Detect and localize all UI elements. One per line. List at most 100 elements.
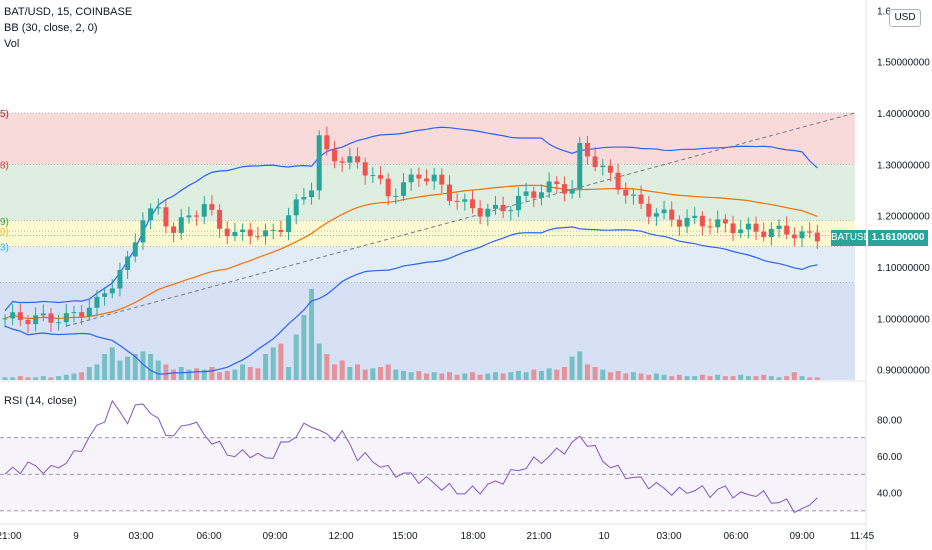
volume-bar	[546, 368, 552, 380]
volume-bar	[132, 354, 138, 380]
candle-body	[692, 215, 698, 218]
candle-body	[286, 215, 292, 233]
candle-body	[247, 229, 253, 237]
volume-bar	[753, 376, 759, 380]
volume-bar	[263, 354, 269, 380]
rsi-tick-label: 60.00	[877, 452, 902, 463]
price-tick-label: 1.00000000	[877, 314, 930, 325]
candle-body	[132, 242, 138, 257]
volume-bar	[109, 347, 115, 380]
symbol-title[interactable]: BAT/USD, 15, COINBASE	[4, 6, 133, 18]
volume-bar	[761, 374, 767, 380]
volume-bar	[531, 369, 537, 380]
volume-bar	[10, 377, 16, 380]
volume-bar	[592, 367, 598, 380]
fib-level-label: 9)	[0, 217, 9, 228]
candle-body	[255, 236, 261, 238]
volume-bar	[623, 373, 629, 380]
candle-body	[492, 204, 498, 209]
candle-body	[538, 192, 544, 198]
candle-body	[454, 200, 460, 202]
candle-body	[71, 312, 77, 314]
candle-body	[293, 199, 299, 216]
volume-bar	[492, 372, 498, 380]
candle-body	[401, 182, 407, 196]
candle-body	[155, 207, 161, 209]
candle-body	[178, 217, 184, 233]
candle-body	[270, 229, 276, 231]
volume-bar	[79, 372, 85, 380]
volume-bar	[500, 373, 506, 380]
volume-bar	[615, 370, 621, 380]
candle-body	[378, 175, 384, 179]
volume-bar	[194, 368, 200, 380]
volume-bar	[40, 376, 46, 380]
volume-bar	[94, 364, 100, 380]
candle-body	[607, 165, 613, 173]
candle-body	[56, 322, 62, 324]
volume-bar	[454, 374, 460, 380]
time-tick-label: 18:00	[460, 531, 485, 542]
volume-bar	[630, 372, 636, 380]
volume-bar	[293, 334, 299, 380]
volume-bar	[270, 347, 276, 380]
volume-bar	[791, 372, 797, 380]
candle-body	[370, 175, 376, 177]
symbol-price-tag: BATUSD	[831, 230, 871, 246]
rsi-tick-label: 40.00	[877, 489, 902, 500]
volume-bar	[416, 370, 422, 380]
volume-bar	[209, 367, 215, 380]
candle-body	[79, 312, 85, 317]
volume-bar	[692, 376, 698, 380]
volume-bar	[332, 364, 338, 380]
price-tick-label: 1.30000000	[877, 160, 930, 171]
volume-bar	[577, 351, 583, 380]
candle-body	[362, 162, 368, 176]
candle-body	[63, 313, 69, 323]
candle-body	[753, 223, 759, 232]
candle-body	[569, 189, 575, 194]
candle-body	[577, 142, 583, 190]
candle-body	[2, 318, 8, 320]
rsi-indicator-label[interactable]: RSI (14, close)	[4, 395, 77, 407]
candle-body	[194, 215, 200, 217]
candle-body	[10, 312, 16, 319]
volume-bar	[768, 376, 774, 380]
candle-body	[148, 208, 154, 221]
fib-level-label: 8)	[0, 160, 9, 171]
candle-body	[699, 215, 705, 227]
volume-bar	[301, 315, 307, 380]
volume-bar	[33, 377, 39, 380]
volume-bar	[201, 369, 207, 380]
volume-bar	[347, 367, 353, 380]
fib-level-label: 5)	[0, 109, 9, 120]
last-price-tag: 1.16100000	[868, 230, 928, 246]
volume-indicator-label[interactable]: Vol	[4, 38, 20, 50]
candle-body	[355, 156, 361, 163]
volume-bar	[401, 370, 407, 380]
bb-indicator-label[interactable]: BB (30, close, 2, 0)	[4, 22, 98, 34]
volume-bar	[240, 364, 246, 380]
candle-body	[799, 231, 805, 239]
volume-bar	[362, 369, 368, 380]
currency-unit-badge[interactable]: USD	[889, 9, 921, 27]
volume-bar	[140, 351, 146, 380]
volume-bar	[255, 368, 261, 380]
candle-body	[469, 199, 475, 209]
volume-bar	[148, 354, 154, 380]
time-tick-label: 06:00	[723, 531, 748, 542]
time-tick-label: 03:00	[656, 531, 681, 542]
candle-body	[385, 178, 391, 197]
volume-bar	[316, 343, 322, 380]
volume-bar	[446, 372, 452, 380]
rsi-tick-label: 80.00	[877, 415, 902, 426]
time-tick-label: 15:00	[392, 531, 417, 542]
candle-body	[722, 219, 728, 224]
candle-body	[339, 161, 345, 163]
candle-body	[109, 288, 115, 294]
candle-body	[623, 189, 629, 196]
candle-body	[784, 225, 790, 235]
volume-bar	[722, 376, 728, 380]
time-tick-label: 12:00	[328, 531, 353, 542]
